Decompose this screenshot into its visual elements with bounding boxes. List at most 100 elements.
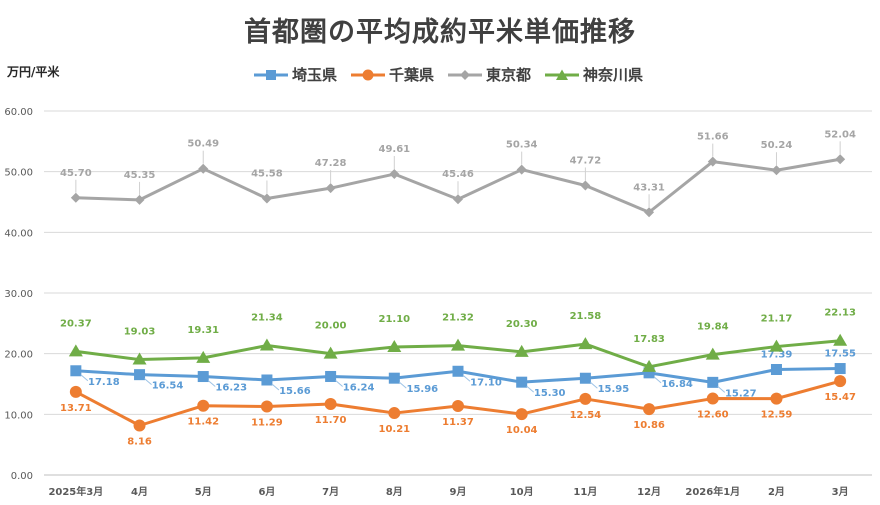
data-label-tokyo: 45.46 (442, 169, 474, 180)
y-axis-unit-label: 万円/平米 (7, 65, 60, 79)
data-point-chiba (388, 407, 401, 420)
x-tick-label: 10月 (510, 486, 534, 498)
data-label-saitama: 15.95 (598, 384, 630, 395)
data-label-chiba: 12.54 (570, 410, 602, 421)
x-tick-label: 2025年3月 (48, 485, 103, 498)
data-point-chiba (260, 400, 273, 413)
data-label-chiba: 10.86 (633, 420, 665, 431)
data-label-leader (717, 385, 726, 393)
data-label-chiba: 15.47 (824, 392, 856, 403)
data-point-kanagawa (196, 350, 211, 363)
y-tick-label: 20.00 (4, 350, 33, 361)
data-point-tokyo (198, 163, 209, 174)
data-point-chiba (133, 419, 146, 432)
data-label-tokyo: 50.24 (761, 140, 793, 151)
legend-marker-saitama (254, 69, 288, 80)
data-point-saitama (834, 363, 846, 375)
data-label-kanagawa: 22.13 (824, 308, 856, 319)
data-label-kanagawa: 21.32 (442, 313, 474, 324)
data-label-chiba: 11.37 (442, 417, 474, 428)
data-point-kanagawa (259, 338, 274, 351)
data-label-leader (462, 374, 471, 382)
data-point-tokyo (771, 165, 782, 176)
data-label-leader (335, 380, 343, 387)
data-label-tokyo: 45.35 (124, 170, 156, 181)
data-label-chiba: 12.59 (761, 410, 793, 421)
data-point-tokyo (516, 164, 527, 175)
data-point-tokyo (453, 194, 463, 205)
data-point-tokyo (707, 156, 718, 167)
data-point-saitama (388, 372, 400, 384)
data-label-kanagawa: 17.83 (633, 334, 665, 345)
data-label-tokyo: 47.72 (570, 155, 602, 166)
data-label-kanagawa: 19.84 (697, 322, 729, 333)
data-point-chiba (515, 408, 528, 421)
data-label-saitama: 17.55 (824, 349, 856, 360)
legend-label-saitama: 埼玉県 (292, 66, 338, 84)
data-label-tokyo: 50.34 (506, 140, 538, 151)
data-point-kanagawa (514, 344, 529, 357)
data-label-leader (80, 374, 89, 382)
x-tick-label: 8月 (386, 486, 403, 498)
legend-label-chiba: 千葉県 (389, 66, 435, 84)
data-label-kanagawa: 21.10 (378, 314, 410, 325)
data-point-chiba (643, 403, 656, 416)
data-point-kanagawa (833, 333, 848, 346)
legend-marker-tokyo (448, 69, 483, 80)
data-point-chiba (834, 375, 847, 388)
data-label-saitama: 15.96 (406, 384, 438, 395)
data-label-saitama: 15.66 (279, 386, 311, 397)
y-tick-label: 40.00 (4, 228, 33, 239)
data-label-saitama: 15.30 (534, 388, 566, 399)
data-point-tokyo (134, 194, 145, 205)
x-tick-label: 12月 (637, 486, 661, 498)
data-label-tokyo: 50.49 (187, 139, 219, 150)
data-point-chiba (69, 385, 82, 398)
data-point-tokyo (70, 192, 81, 203)
data-point-saitama (770, 364, 782, 376)
data-point-kanagawa (451, 338, 465, 351)
data-point-chiba (197, 399, 210, 412)
data-point-kanagawa (705, 347, 720, 360)
data-label-leader (526, 385, 535, 393)
data-label-saitama: 17.18 (88, 377, 120, 388)
data-point-kanagawa (387, 339, 402, 352)
data-label-leader (271, 383, 280, 391)
data-point-tokyo (644, 207, 655, 218)
legend-label-tokyo: 東京都 (486, 66, 532, 84)
chart-title: 首都圏の平均成約平米単価推移 (244, 17, 636, 48)
data-label-saitama: 16.84 (661, 379, 693, 390)
data-label-kanagawa: 21.34 (251, 313, 283, 324)
data-label-tokyo: 45.58 (251, 168, 283, 179)
data-point-kanagawa (578, 337, 593, 350)
data-point-saitama (261, 374, 273, 386)
data-point-tokyo (580, 180, 591, 191)
data-label-chiba: 11.29 (251, 418, 283, 429)
data-label-leader (207, 380, 216, 387)
data-point-tokyo (261, 193, 272, 204)
data-label-tokyo: 52.04 (824, 129, 856, 140)
x-tick-label: 7月 (322, 486, 339, 498)
data-label-kanagawa: 19.03 (124, 327, 156, 338)
data-point-chiba (324, 398, 337, 411)
data-label-tokyo: 51.66 (697, 132, 729, 143)
x-tick-label: 6月 (258, 486, 275, 498)
y-tick-label: 0.00 (11, 471, 33, 482)
data-label-kanagawa: 21.17 (761, 314, 793, 325)
data-point-kanagawa (132, 352, 147, 365)
x-tick-label: 5月 (195, 486, 212, 498)
chart-legend: 埼玉県 千葉県 東京都 神奈川県 (254, 64, 657, 85)
data-label-kanagawa: 19.31 (187, 325, 219, 336)
data-point-kanagawa (323, 346, 338, 359)
data-label-kanagawa: 20.00 (315, 321, 347, 332)
x-tick-label: 3月 (832, 486, 849, 498)
data-label-saitama: 15.27 (725, 388, 757, 399)
data-label-tokyo: 47.28 (315, 158, 347, 169)
legend-item-kanagawa: 神奈川県 (545, 64, 643, 85)
legend-marker-chiba (351, 69, 386, 80)
legend-label-kanagawa: 神奈川県 (583, 66, 644, 84)
data-label-chiba: 13.71 (60, 403, 92, 414)
data-label-kanagawa: 21.58 (570, 311, 602, 322)
y-tick-label: 60.00 (4, 107, 33, 118)
